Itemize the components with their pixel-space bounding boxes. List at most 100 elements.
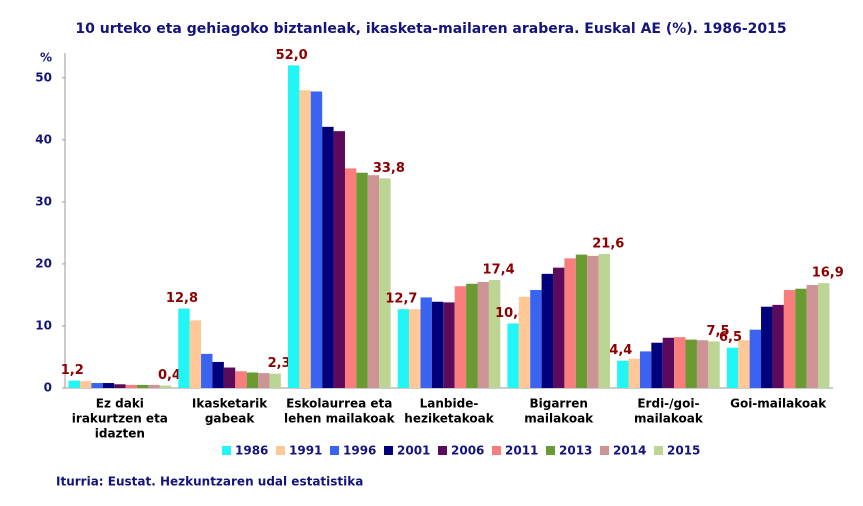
bar xyxy=(333,131,345,388)
bar xyxy=(212,361,224,388)
bar xyxy=(367,175,380,388)
bar xyxy=(223,367,236,388)
bar xyxy=(806,285,819,388)
bar xyxy=(726,347,739,388)
x-tick-label: Eskolaurrea eta xyxy=(286,397,392,411)
bar xyxy=(617,360,629,388)
bar xyxy=(159,385,172,388)
legend-swatch xyxy=(384,446,393,455)
bar xyxy=(148,384,160,388)
bar xyxy=(696,340,709,388)
legend-label: 1986 xyxy=(235,444,268,458)
y-tick-label: 20 xyxy=(35,256,52,270)
legend-swatch xyxy=(654,446,663,455)
y-tick-label: 30 xyxy=(35,194,52,208)
bar xyxy=(518,296,531,388)
x-tick-label: Ikasketarik xyxy=(192,397,268,411)
bar xyxy=(269,373,281,388)
x-tick-label: Ez daki xyxy=(96,397,144,411)
y-tick-label: 50 xyxy=(35,70,52,84)
bar xyxy=(379,178,391,388)
value-label: 16,9 xyxy=(812,266,844,281)
value-label: 17,4 xyxy=(483,263,515,278)
bar xyxy=(322,126,334,389)
bar xyxy=(553,267,565,388)
bar xyxy=(258,373,270,388)
legend-label: 2013 xyxy=(559,444,592,458)
source: Iturria: Eustat. Hezkuntzaren udal estat… xyxy=(56,475,363,489)
bar xyxy=(310,91,323,389)
x-tick-label: Erdi-/goi- xyxy=(637,397,699,411)
value-label: 4,4 xyxy=(609,343,632,358)
legend-label: 1991 xyxy=(289,444,322,458)
bar xyxy=(674,337,686,388)
bar xyxy=(189,320,202,388)
bar xyxy=(783,289,796,388)
bar xyxy=(91,383,103,388)
bar xyxy=(587,255,599,388)
bar xyxy=(356,172,368,388)
x-tick-label: mailakoak xyxy=(524,412,594,426)
x-tick-label: heziketakoak xyxy=(404,412,494,426)
bar xyxy=(102,383,115,388)
bar xyxy=(397,309,410,388)
bar xyxy=(818,283,830,388)
bar xyxy=(564,258,576,388)
bar xyxy=(530,289,542,388)
legend-swatch xyxy=(546,446,555,455)
bar xyxy=(541,273,554,388)
bar xyxy=(488,280,501,388)
bar xyxy=(420,297,432,388)
x-tick-label: mailakoak xyxy=(634,412,704,426)
bar xyxy=(772,304,784,388)
value-label: 33,8 xyxy=(373,161,405,176)
bar xyxy=(287,65,300,388)
value-label: 52,0 xyxy=(276,48,308,63)
legend-label: 1996 xyxy=(343,444,376,458)
y-tick-label: 40 xyxy=(35,132,52,146)
bar xyxy=(409,309,421,388)
bar xyxy=(136,384,149,388)
legend-label: 2015 xyxy=(667,444,700,458)
bar xyxy=(575,254,588,388)
bar xyxy=(749,329,762,388)
value-label: 7,5 xyxy=(707,324,730,339)
bar xyxy=(507,323,519,388)
bar xyxy=(795,288,807,388)
y-axis-label: % xyxy=(40,51,52,65)
bar xyxy=(685,339,697,388)
bar xyxy=(79,381,92,388)
legend-swatch xyxy=(330,446,339,455)
bar xyxy=(178,308,190,388)
x-tick-label: lehen mailakoak xyxy=(284,412,396,426)
bar xyxy=(201,353,213,388)
value-label: 21,6 xyxy=(592,237,624,252)
bar xyxy=(246,372,259,388)
bar xyxy=(114,384,126,388)
legend-label: 2011 xyxy=(505,444,538,458)
bar xyxy=(628,358,640,388)
bar xyxy=(651,342,663,388)
bar xyxy=(454,286,467,388)
x-tick-label: irakurtzen eta xyxy=(72,412,168,426)
legend-label: 2014 xyxy=(613,444,646,458)
y-tick-label: 0 xyxy=(44,381,52,395)
bar xyxy=(443,302,455,388)
legend-label: 2006 xyxy=(451,444,484,458)
x-tick-label: Bigarren xyxy=(529,397,587,411)
bar xyxy=(761,306,773,388)
bar xyxy=(235,371,247,388)
legend-swatch xyxy=(600,446,609,455)
x-tick-label: gabeak xyxy=(205,412,256,426)
legend-swatch xyxy=(438,446,447,455)
x-tick-label: idazten xyxy=(95,427,145,441)
bar xyxy=(662,337,675,388)
legend-label: 2001 xyxy=(397,444,430,458)
value-label: 12,8 xyxy=(166,291,198,306)
chart-title: 10 urteko eta gehiagoko biztanleak, ikas… xyxy=(75,21,786,37)
bar xyxy=(639,351,652,388)
bar xyxy=(431,301,444,388)
value-label: 0,4 xyxy=(158,368,181,383)
bar xyxy=(598,254,611,388)
